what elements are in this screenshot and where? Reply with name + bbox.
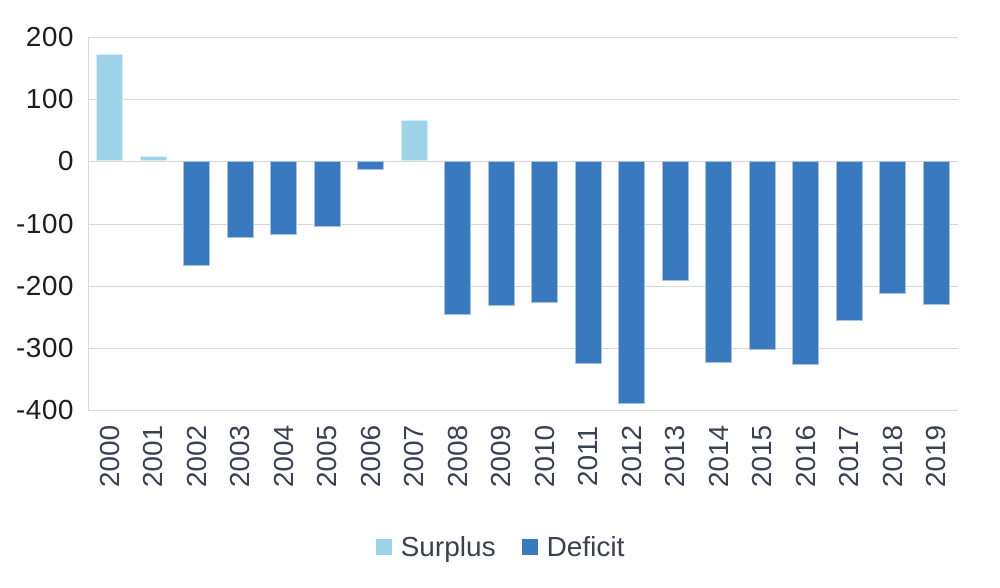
x-tick-label-2016: 2016 [789, 424, 821, 488]
bar-2009 [487, 161, 515, 307]
x-tick-label-2019: 2019 [920, 424, 952, 488]
gridline--200 [88, 285, 958, 287]
x-tick-label-2011: 2011 [572, 425, 604, 487]
bar-2003 [226, 161, 254, 239]
x-tick-label-2004: 2004 [267, 424, 299, 488]
bar-2011 [574, 161, 602, 364]
legend-item-surplus: Surplus [375, 530, 496, 564]
y-tick-label--200: -200 [15, 269, 74, 301]
x-tick-label-2014: 2014 [702, 424, 734, 488]
bar-2018 [879, 161, 907, 295]
gridline--400 [88, 410, 958, 411]
x-tick-label-2012: 2012 [615, 424, 647, 488]
bar-2000 [96, 54, 124, 162]
legend-item-deficit: Deficit [521, 530, 625, 564]
x-tick-label-2017: 2017 [833, 424, 865, 488]
legend-label-deficit: Deficit [546, 531, 625, 562]
y-tick-label--300: -300 [15, 331, 74, 363]
gridline--100 [88, 223, 958, 225]
bar-2006 [357, 161, 385, 170]
legend-label-surplus: Surplus [400, 531, 496, 562]
y-axis-line [88, 37, 89, 410]
bar-2002 [183, 161, 211, 266]
bar-2004 [270, 161, 298, 236]
x-tick-label-2007: 2007 [398, 424, 430, 488]
gridline-100 [88, 99, 958, 101]
gridline--300 [88, 347, 958, 349]
bar-2005 [313, 161, 341, 227]
y-tick-label--100: -100 [15, 207, 74, 239]
x-tick-label-2001: 2001 [137, 424, 169, 488]
bar-2014 [705, 161, 733, 363]
bar-2007 [400, 120, 428, 162]
gridline-200 [88, 37, 958, 38]
x-tick-label-2006: 2006 [354, 424, 386, 488]
bar-2012 [618, 161, 646, 404]
x-tick-label-2002: 2002 [180, 424, 212, 488]
y-tick-label-200: 200 [25, 21, 74, 52]
x-tick-label-2015: 2015 [746, 424, 778, 488]
bar-2015 [748, 161, 776, 350]
y-tick-label--400: -400 [15, 394, 74, 425]
gridline-0 [88, 161, 958, 163]
bar-2008 [444, 161, 472, 315]
legend-swatch-surplus [375, 539, 392, 555]
legend-swatch-deficit [521, 539, 538, 555]
x-tick-label-2008: 2008 [441, 424, 473, 488]
bar-2019 [922, 161, 950, 305]
x-tick-label-2010: 2010 [528, 424, 560, 488]
bar-2017 [835, 161, 863, 322]
y-tick-label-0: 0 [57, 145, 74, 177]
x-tick-label-2009: 2009 [485, 424, 517, 488]
bar-2013 [661, 161, 689, 281]
x-tick-label-2013: 2013 [659, 424, 691, 488]
x-tick-label-2000: 2000 [93, 424, 125, 488]
bar-2001 [139, 156, 167, 162]
bar-2016 [792, 161, 820, 366]
x-tick-label-2003: 2003 [224, 424, 256, 488]
bar-2010 [531, 161, 559, 303]
legend: Surplus Deficit [0, 530, 1000, 564]
y-tick-label-100: 100 [25, 83, 74, 115]
x-tick-label-2005: 2005 [311, 424, 343, 488]
x-tick-label-2018: 2018 [876, 424, 908, 488]
